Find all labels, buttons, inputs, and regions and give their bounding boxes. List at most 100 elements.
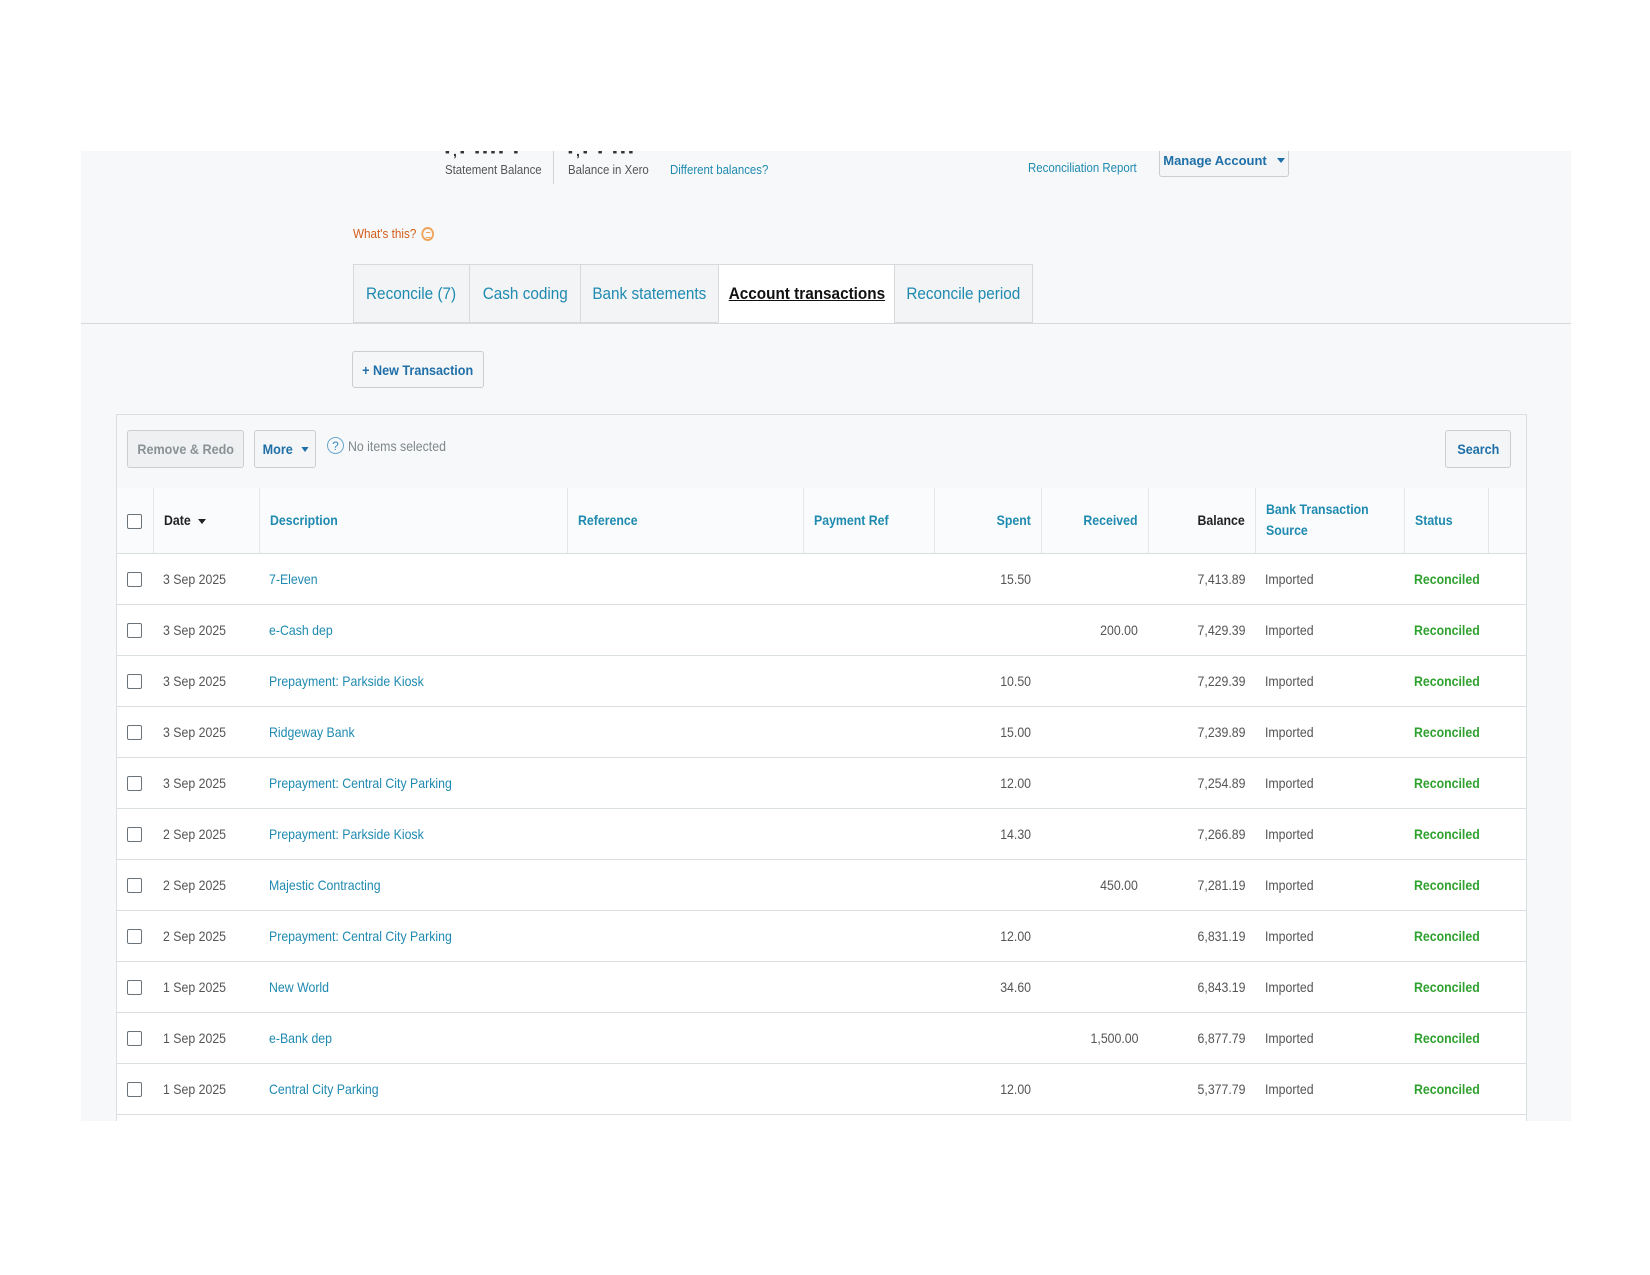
cell-description[interactable]: Prepayment: Central City Parking <box>259 757 567 809</box>
tab-cash-coding-label: Cash coding <box>482 283 568 303</box>
cell-description[interactable]: Prepayment: Parkside Kiosk <box>259 808 567 860</box>
cell-payment-ref <box>803 706 934 758</box>
cell-reference <box>567 1063 803 1115</box>
row-checkbox[interactable] <box>127 826 142 842</box>
table-row[interactable]: 2 Sep 2025 Prepayment: Central City Parki… <box>117 910 1526 962</box>
table-row[interactable]: 3 Sep 2025 Prepayment: Central City Parki… <box>117 757 1526 809</box>
table-row[interactable]: 3 Sep 2025 e-Cash dep 200.00 7,429.39 Import… <box>117 604 1526 656</box>
cell-balance: 7,429.39 <box>1148 604 1255 656</box>
row-checkbox[interactable] <box>127 622 142 638</box>
cell-date: 1 Sep 2025 <box>153 1012 259 1064</box>
column-received[interactable]: Received <box>1041 488 1149 554</box>
tab-bank-statements[interactable]: Bank statements <box>580 264 718 323</box>
cell-payment-ref <box>803 961 934 1013</box>
cell-received-text: 450.00 <box>1100 876 1138 893</box>
manage-account-button[interactable]: Manage Account <box>1159 151 1289 177</box>
tab-account-transactions[interactable]: Account transactions <box>718 264 894 323</box>
column-description[interactable]: Description <box>259 488 568 554</box>
cell-date: 3 Sep 2025 <box>153 757 259 809</box>
cell-date: 3 Sep 2025 <box>153 706 259 758</box>
help-icon[interactable]: ? <box>327 437 344 454</box>
remove-redo-button[interactable]: Remove & Redo <box>127 430 244 468</box>
row-checkbox[interactable] <box>127 1030 142 1046</box>
cell-reference <box>567 859 803 911</box>
column-payment-ref[interactable]: Payment Ref <box>803 488 935 554</box>
cell-status: Reconciled <box>1404 808 1488 860</box>
tab-account-transactions-label: Account transactions <box>728 283 885 303</box>
cell-status: Reconciled <box>1404 757 1488 809</box>
cell-balance-text: 7,281.19 <box>1197 876 1245 893</box>
cell-payment-ref <box>803 808 934 860</box>
cell-status: Reconciled <box>1404 961 1488 1013</box>
table-row[interactable]: 3 Sep 2025 Prepayment: Parkside Kiosk 10.5… <box>117 655 1526 707</box>
row-select-cell <box>117 961 153 1013</box>
cell-date-text: 1 Sep 2025 <box>163 1029 227 1046</box>
cell-description[interactable]: e-Cash dep <box>259 604 567 656</box>
column-status[interactable]: Status <box>1404 488 1489 554</box>
tab-cash-coding[interactable]: Cash coding <box>469 264 580 323</box>
row-checkbox[interactable] <box>127 673 142 689</box>
cell-source: Imported <box>1255 757 1404 809</box>
tab-reconcile[interactable]: Reconcile (7) <box>353 264 469 323</box>
column-source[interactable]: Bank Transaction Source <box>1255 488 1405 554</box>
row-checkbox[interactable] <box>127 1081 142 1097</box>
search-button[interactable]: Search <box>1445 430 1511 468</box>
table-row[interactable]: 1 Sep 2025 New World 34.60 6,843.19 Imported… <box>117 961 1526 1013</box>
cell-spent: 12.00 <box>934 1063 1041 1115</box>
cell-status: Reconciled <box>1404 1063 1488 1115</box>
cell-source: Imported <box>1255 961 1404 1013</box>
cell-spent <box>934 859 1041 911</box>
cell-description[interactable]: Ridgeway Bank <box>259 706 567 758</box>
cell-description-text: e-Cash dep <box>269 621 333 638</box>
row-checkbox[interactable] <box>127 571 142 587</box>
cell-description[interactable]: e-Bank dep <box>259 1012 567 1064</box>
cell-description[interactable]: New World <box>259 961 567 1013</box>
row-checkbox[interactable] <box>127 775 142 791</box>
cell-description-text: Prepayment: Parkside Kiosk <box>269 825 424 842</box>
cell-received <box>1041 757 1148 809</box>
table-row[interactable]: 3 Sep 2025 7-Eleven 15.50 7,413.89 Imported R… <box>117 553 1526 605</box>
cell-date-text: 3 Sep 2025 <box>163 621 227 638</box>
row-checkbox[interactable] <box>127 724 142 740</box>
column-reference[interactable]: Reference <box>567 488 804 554</box>
column-date[interactable]: Date <box>153 488 260 554</box>
cell-source: Imported <box>1255 655 1404 707</box>
cell-balance-text: 6,843.19 <box>1197 978 1245 995</box>
column-spent[interactable]: Spent <box>934 488 1042 554</box>
cell-spent-text: 10.50 <box>1000 672 1031 689</box>
cell-description-text: New World <box>269 978 330 995</box>
whats-this-link[interactable]: What's this? <box>353 226 435 241</box>
cell-description[interactable]: Majestic Contracting <box>259 859 567 911</box>
cell-balance-text: 7,254.89 <box>1197 774 1245 791</box>
table-row[interactable]: 1 Sep 2025 Central City Parking 12.00 5,377… <box>117 1063 1526 1115</box>
cell-source-text: Imported <box>1265 825 1314 842</box>
cell-description-text: Prepayment: Central City Parking <box>269 774 452 791</box>
table-row[interactable]: 2 Sep 2025 Prepayment: Parkside Kiosk 14.3… <box>117 808 1526 860</box>
reconciliation-report-link[interactable]: Reconciliation Report <box>1028 160 1137 175</box>
cell-balance: 6,843.19 <box>1148 961 1255 1013</box>
selection-status: ? No items selected <box>327 437 459 454</box>
cell-description[interactable]: 7-Eleven <box>259 553 567 605</box>
cell-spacer <box>1488 910 1526 962</box>
transactions-panel: Remove & Redo More ? No items selected S… <box>116 414 1527 1121</box>
table-row[interactable]: 2 Sep 2025 Majestic Contracting 450.00 7,28… <box>117 859 1526 911</box>
cell-spacer <box>1488 757 1526 809</box>
cell-description[interactable]: Prepayment: Parkside Kiosk <box>259 655 567 707</box>
cell-reference <box>567 604 803 656</box>
row-checkbox[interactable] <box>127 979 142 995</box>
different-balances-link[interactable]: Different balances? <box>670 162 769 177</box>
table-row[interactable]: 1 Sep 2025 e-Bank dep 1,500.00 6,877.79 Impo… <box>117 1012 1526 1064</box>
cell-description-text: Prepayment: Parkside Kiosk <box>269 672 424 689</box>
cell-reference <box>567 910 803 962</box>
select-all-checkbox[interactable] <box>127 513 142 529</box>
row-checkbox[interactable] <box>127 877 142 893</box>
cell-date-text: 2 Sep 2025 <box>163 876 227 893</box>
new-transaction-button[interactable]: + New Transaction <box>352 351 484 388</box>
more-button[interactable]: More <box>254 430 316 468</box>
tab-reconcile-period[interactable]: Reconcile period <box>894 264 1033 323</box>
cell-description[interactable]: Prepayment: Central City Parking <box>259 910 567 962</box>
cell-source: Imported <box>1255 1012 1404 1064</box>
table-row[interactable]: 3 Sep 2025 Ridgeway Bank 15.00 7,239.89 Impo… <box>117 706 1526 758</box>
cell-description[interactable]: Central City Parking <box>259 1063 567 1115</box>
row-checkbox[interactable] <box>127 928 142 944</box>
